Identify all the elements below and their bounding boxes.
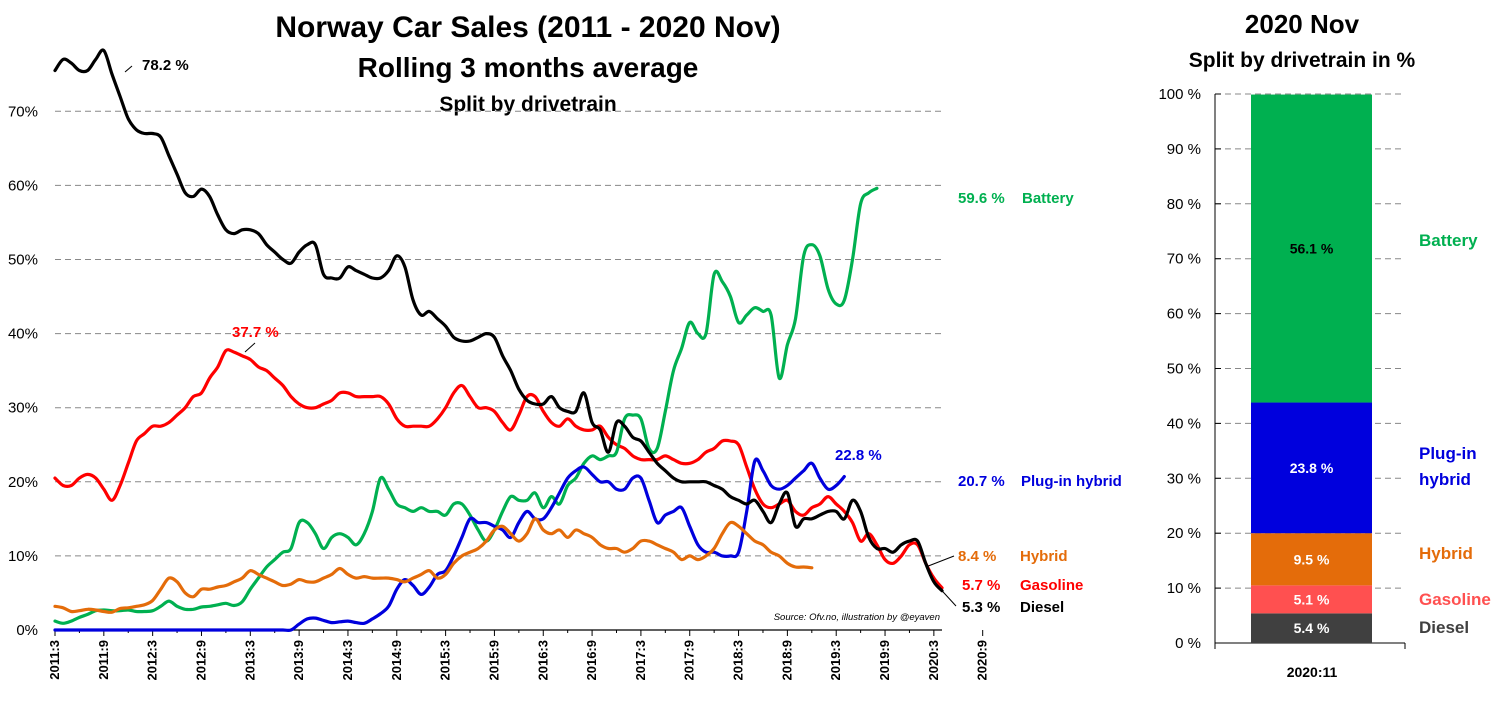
x-tick-label: 2011:3 [47,640,62,680]
x-tick-label: 2013:3 [242,640,257,680]
peak-label-plug-in-hybrid: 22.8 % [835,447,882,464]
legend-label: Hybrid [1419,544,1473,563]
bar-segment-hybrid [1251,533,1372,586]
y-tick-label: 40% [8,326,38,343]
y-tick-label: 30% [8,400,38,417]
right-y-tick-label: 40 % [1167,415,1201,432]
bar-segment-label-diesel: 5.4 % [1294,620,1330,636]
x-tick-label: 2015:3 [438,640,453,680]
x-tick-label: 2017:9 [682,640,697,680]
x-tick-label: 2020:3 [926,640,941,680]
end-value-label-battery: 59.6 % [958,190,1005,207]
end-value-label-hybrid: 8.4 % [958,548,996,565]
right-y-tick-label: 0 % [1175,635,1201,652]
bar-segment-gasoline [1251,585,1372,614]
y-tick-label: 20% [8,474,38,491]
right-y-tick-label: 90 % [1167,141,1201,158]
y-tick-label: 60% [8,177,38,194]
label-leader-line [925,555,955,568]
left-y-tick-labels: 0% 10% 20% 30% 40% 50% 60% 70% [8,103,38,639]
x-tick-label: 2019:9 [877,640,892,680]
left-x-axis: 2011:3 2011:9 2012:3 2012:9 2013:3 2013:9 2014… [47,629,990,680]
right-chart-subtitle: Split by drivetrain in % [1189,49,1416,72]
x-tick-label: 2018:3 [731,640,746,680]
right-y-tick-label: 30 % [1167,470,1201,487]
bar-segment-label-plug-in-hybrid: 23.8 % [1290,460,1334,476]
stacked-bar-chart: 0 % 10 % 20 % 30 % 40 % 50 % 60 % 70 % 80 % 90 % 1… [1158,86,1490,680]
legend-label: Diesel [1419,618,1469,637]
right-y-tick-label: 100 % [1158,86,1201,103]
series-line-plug-in-hybrid [53,457,846,633]
bar-segment-label-gasoline: 5.1 % [1294,591,1330,607]
series-name-label-hybrid: Hybrid [1020,548,1068,565]
series-line-battery [53,186,879,625]
series-name-label-plug-in-hybrid: Plug-in hybrid [1021,473,1122,490]
peak-leader-line [124,65,133,73]
y-tick-label: 70% [8,103,38,120]
end-value-label-plug-in-hybrid: 20.7 % [958,473,1005,490]
series-name-label-gasoline: Gasoline [1020,577,1083,594]
peak-label-gasoline: 37.7 % [232,324,279,341]
x-tick-label: 2017:3 [633,640,648,680]
peak-label-diesel: 78.2 % [142,57,189,74]
right-y-tick-label: 60 % [1167,306,1201,323]
y-tick-label: 0% [16,622,38,639]
right-y-tick-label: 70 % [1167,251,1201,268]
legend-label: Gasoline [1419,590,1491,609]
bar-segment-label-hybrid: 9.5 % [1294,551,1330,567]
series-labels: 5.3 % Diesel 5.7 % Gasoline 59.6 % Battery 20.… [124,57,1122,616]
legend-label: Battery [1419,231,1478,250]
series-line-hybrid [53,517,814,614]
right-legend: Battery Plug-in hybrid Hybrid Gasoline Diesel [1419,231,1491,637]
right-y-tick-label: 10 % [1167,580,1201,597]
left-chart-subtitle-2: Split by drivetrain [439,93,616,116]
x-tick-label: 2014:3 [340,640,355,680]
source-note: Source: Ofv.no, illustration by @eyaven [774,612,940,623]
bar-segment-diesel [1251,613,1372,643]
line-chart: 0% 10% 20% 30% 40% 50% 60% 70% 2011:3 2011:9 2012… [8,48,1122,680]
legend-label: Plug-in [1419,444,1477,463]
series-name-label-battery: Battery [1022,190,1074,207]
x-tick-label: 2012:9 [193,640,208,680]
stacked-bar: 5.4 % 5.1 % 9.5 % 23.8 % 56.1 % [1251,94,1372,643]
series-line-diesel [53,48,944,593]
left-chart-subtitle: Rolling 3 months average [358,52,699,83]
left-gridlines [55,110,942,557]
x-tick-label: 2012:3 [145,640,160,680]
right-chart-title: 2020 Nov [1245,9,1360,39]
series-name-label-diesel: Diesel [1020,599,1064,616]
x-tick-label: 2016:3 [535,640,550,680]
x-tick-label: 2015:9 [486,640,501,680]
right-y-tick-labels: 0 % 10 % 20 % 30 % 40 % 50 % 60 % 70 % 80 % 90 % 1… [1158,86,1201,652]
x-tick-label: 2013:9 [291,640,306,680]
end-value-label-gasoline: 5.7 % [962,577,1000,594]
right-y-tick-label: 20 % [1167,525,1201,542]
right-y-tick-label: 80 % [1167,196,1201,213]
legend-label: hybrid [1419,470,1471,489]
x-tick-label: 2016:9 [584,640,599,680]
y-tick-label: 10% [8,548,38,565]
x-tick-label: 2020:9 [975,640,990,680]
end-value-label-diesel: 5.3 % [962,599,1000,616]
y-tick-label: 50% [8,251,38,268]
right-y-tick-label: 50 % [1167,361,1201,378]
series-line-gasoline [53,348,944,590]
label-leader-line [941,590,957,607]
series-lines [53,48,944,633]
x-tick-label: 2018:9 [779,640,794,680]
x-tick-label: 2014:9 [389,640,404,680]
bar-segment-label-battery: 56.1 % [1290,241,1334,257]
bar-segment-battery [1251,94,1372,403]
peak-leader-line [244,342,256,353]
bar-category-label: 2020:11 [1287,664,1338,680]
bar-segment-plug-in-hybrid [1251,402,1372,534]
x-tick-label: 2019:3 [828,640,843,680]
x-tick-label: 2011:9 [96,640,111,680]
left-chart-title: Norway Car Sales (2011 - 2020 Nov) [275,11,780,44]
